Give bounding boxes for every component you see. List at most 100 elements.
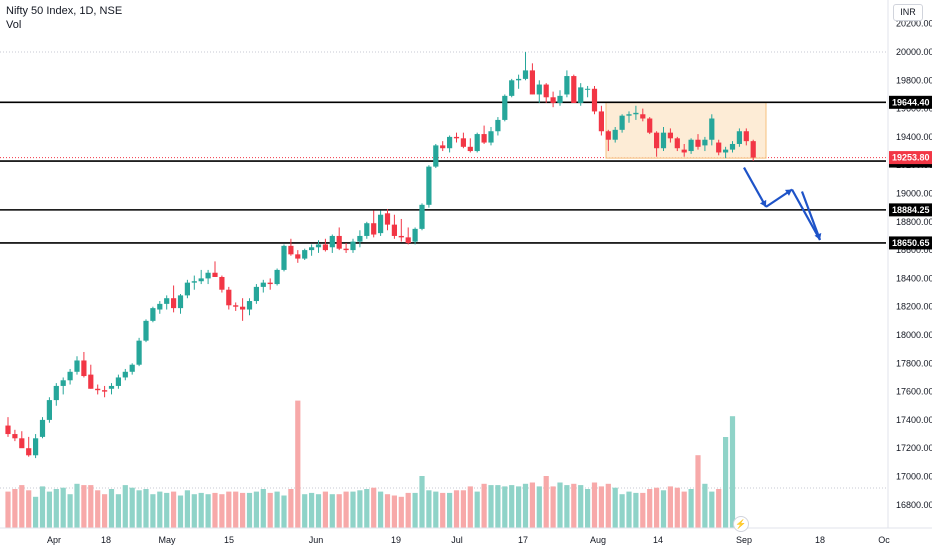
volume-bar — [81, 485, 87, 528]
volume-bar — [654, 487, 660, 528]
candle-body — [598, 111, 604, 132]
volume-bar — [557, 482, 563, 528]
volume-bar — [591, 482, 598, 528]
x-tick-label: 14 — [653, 535, 663, 545]
volume-label[interactable]: Vol — [6, 19, 22, 31]
x-tick-label: Apr — [47, 535, 61, 545]
volume-bar — [184, 490, 190, 528]
candle-body — [453, 136, 460, 139]
volume-bar — [578, 485, 584, 528]
candle-body — [315, 244, 322, 248]
y-tick-label: 19000.00 — [896, 189, 932, 199]
candle-body — [302, 250, 308, 259]
candle-body — [233, 305, 239, 307]
candle-body — [157, 303, 163, 310]
volume-bar — [605, 483, 611, 528]
candle-body — [53, 385, 59, 401]
volume-bar — [19, 485, 25, 528]
last-price-text: 19253.80 — [892, 153, 930, 163]
volume-bar — [440, 492, 446, 528]
candle-body — [260, 282, 266, 287]
volume-bar — [26, 490, 32, 528]
candle-body — [205, 272, 211, 279]
volume-bar — [550, 486, 556, 528]
candle-body — [674, 138, 680, 149]
candle-body — [164, 298, 170, 304]
x-tick-label: 19 — [391, 535, 401, 545]
arrow-head — [785, 189, 792, 196]
volume-bar — [357, 490, 363, 528]
symbol-title[interactable]: Nifty 50 Index, 1D, NSE — [6, 5, 123, 17]
candle-body — [591, 88, 598, 112]
volume-bar — [143, 489, 149, 528]
volume-bar — [309, 492, 315, 528]
volume-bar — [419, 476, 425, 528]
candle-body — [647, 118, 653, 133]
y-tick-label: 17400.00 — [896, 415, 932, 425]
candle-body — [585, 88, 591, 90]
candle-body — [177, 295, 184, 309]
candle-body — [322, 244, 328, 251]
volume-bar — [205, 494, 211, 528]
volume-bar — [288, 489, 294, 528]
candle-body — [440, 145, 446, 149]
candle-body — [184, 282, 190, 296]
volume-bar — [219, 494, 225, 528]
time-axis[interactable]: Apr 18 May 15 Jun 19 Jul 17 Aug 14 Sep 18 Oc — [0, 527, 932, 545]
candle-body — [550, 97, 556, 103]
candle-body — [509, 80, 515, 96]
candle-body — [605, 131, 611, 140]
candle-body — [136, 340, 142, 365]
projection-arrow[interactable] — [743, 167, 767, 208]
volume-bar — [322, 491, 328, 528]
level-price-badge — [889, 236, 932, 250]
candle-body — [46, 400, 52, 420]
y-tick-label: 17000.00 — [896, 472, 932, 482]
candle-body — [329, 235, 335, 248]
volume-bar — [640, 492, 646, 528]
candle-body — [654, 132, 660, 149]
price-axis[interactable]: 20200.0020000.0019800.0019600.0019400.00… — [887, 0, 932, 528]
volume-bar — [536, 486, 542, 528]
projection-arrow[interactable] — [791, 188, 821, 241]
candle-body — [564, 76, 570, 95]
volume-bar — [571, 483, 577, 528]
currency-selector[interactable]: INR — [893, 4, 923, 21]
candle-body — [74, 360, 80, 372]
candle-body — [729, 143, 736, 150]
x-tick-label: 18 — [101, 535, 111, 545]
candle-body — [536, 84, 542, 95]
candle-body — [750, 141, 756, 158]
chart-legend: Nifty 50 Index, 1D, NSE Vol — [6, 4, 122, 32]
candle-body — [612, 129, 618, 140]
lightning-icon[interactable]: ⚡ — [733, 516, 749, 532]
candle-body — [102, 390, 108, 392]
projection-arrow[interactable] — [800, 191, 822, 241]
volume-bar — [474, 491, 480, 528]
volume-bar — [378, 491, 384, 528]
volume-bar — [709, 491, 715, 528]
volume-bar — [95, 490, 101, 528]
volume-bar — [122, 485, 128, 528]
candlesticks — [5, 52, 756, 459]
candle-body — [212, 272, 218, 277]
candle-body — [447, 136, 453, 149]
candle-body — [522, 70, 529, 79]
candle-body — [288, 245, 294, 255]
volume-bar — [585, 489, 591, 528]
volume-bar — [102, 494, 108, 528]
horizontal-levels[interactable] — [0, 101, 886, 244]
candle-body — [398, 235, 404, 238]
candle-body — [253, 286, 259, 302]
volume-bar — [391, 495, 397, 528]
volume-bar — [350, 491, 356, 528]
volume-bar — [598, 486, 604, 528]
volume-bar — [157, 491, 163, 528]
volume-bar — [716, 489, 722, 528]
projection-arrows[interactable] — [743, 167, 822, 241]
volume-bar — [405, 492, 411, 528]
candle-body — [571, 76, 577, 103]
volume-bar — [529, 482, 535, 528]
